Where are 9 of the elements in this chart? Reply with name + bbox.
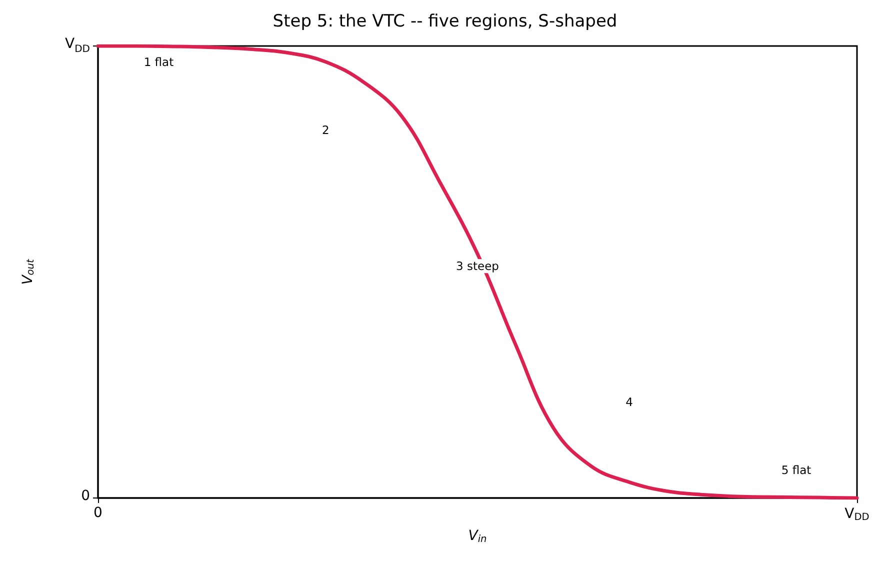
text: 0 [81,488,90,506]
annotation: 3 steep [456,259,499,274]
annotation: 5 flat [781,462,812,477]
annotation: 4 [626,395,633,410]
y-axis-title: Vout [20,258,36,285]
annotation: 2 [322,123,330,138]
chart-title: Step 5: the VTC -- five regions, S-shaped [272,12,618,32]
annotation: 1 flat [144,54,174,69]
text: V$_{DD}$ [65,36,90,56]
